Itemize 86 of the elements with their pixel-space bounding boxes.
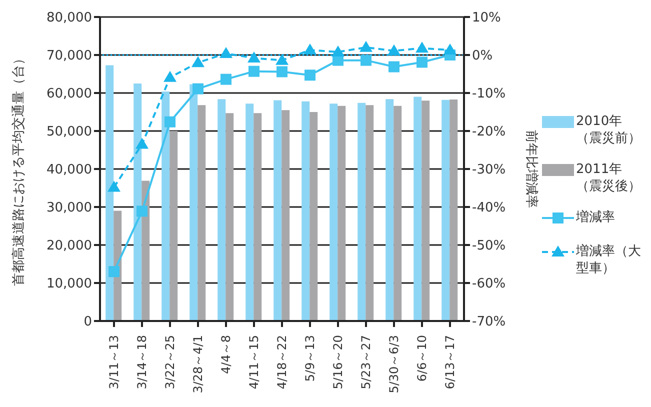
bar: [358, 102, 366, 321]
point: [248, 52, 260, 63]
legend-label: 増減率: [576, 209, 616, 226]
point: [388, 44, 400, 56]
bar: [246, 104, 254, 321]
bar: [170, 131, 178, 321]
point: [444, 44, 456, 55]
point: [248, 66, 260, 77]
legend-label: 増減率（大型車）: [576, 243, 642, 277]
point: [360, 54, 372, 66]
bar: [422, 100, 430, 321]
y2-tick-label: 0%: [472, 48, 493, 64]
bar: [162, 91, 170, 321]
point: [276, 66, 288, 78]
y2-tick-label: 10%: [472, 10, 501, 26]
y-tick-label: 70,000: [46, 48, 92, 64]
x-tick-label: 5/30～6/3: [387, 335, 401, 394]
bar: [254, 113, 262, 321]
x-tick-label: 3/14～18: [135, 335, 149, 390]
x-tick-label: 5/16～20: [331, 335, 345, 390]
x-tick-label: 6/6～10: [415, 335, 429, 382]
bar: [394, 106, 402, 321]
y2-tick-label: -70%: [472, 314, 506, 330]
bar: [274, 100, 282, 321]
x-tick-label: 5/23～27: [359, 335, 373, 390]
x-tick-label: 5/9～13: [303, 335, 317, 382]
bar: [142, 180, 150, 321]
y-tick-label: 0: [84, 314, 92, 330]
bar: [282, 110, 290, 321]
y-tick-label: 50,000: [46, 124, 92, 140]
y2-tick-label: -40%: [472, 200, 506, 216]
bar: [442, 100, 450, 321]
legend-label: 2010年（震災前）: [576, 113, 642, 147]
x-tick-label: 3/11～13: [107, 335, 121, 390]
bar: [330, 104, 338, 321]
x-tick-label: 4/18～22: [275, 335, 289, 390]
point: [220, 46, 232, 58]
y2-axis-title: 前年比増減率: [523, 130, 540, 208]
point: [108, 180, 120, 192]
y-tick-label: 20,000: [46, 238, 92, 254]
point: [304, 70, 316, 81]
bar: [134, 84, 142, 321]
x-tick-label: 3/28～4/1: [191, 335, 205, 394]
bar: [198, 105, 206, 321]
x-tick-label: 6/13～17: [443, 335, 457, 390]
y-tick-label: 60,000: [46, 86, 92, 102]
y2-tick-label: -50%: [472, 238, 506, 254]
bar: [386, 99, 394, 321]
bar: [366, 105, 374, 321]
point: [136, 206, 148, 217]
y2-tick-label: -30%: [472, 162, 506, 178]
point: [192, 56, 204, 68]
point: [416, 42, 428, 53]
point: [108, 266, 120, 278]
point: [192, 83, 204, 94]
bar: [450, 99, 458, 321]
y2-tick-label: -60%: [472, 276, 506, 292]
y-axis-title: 首都高速道路における平均交通量（台）: [10, 52, 27, 286]
bar: [190, 84, 198, 321]
bar: [218, 99, 226, 321]
y-tick-label: 30,000: [46, 200, 92, 216]
point: [276, 54, 288, 65]
y-tick-label: 10,000: [46, 276, 92, 292]
y2-tick-label: -20%: [472, 124, 506, 140]
legend-label: 2011年（震災後）: [576, 161, 642, 195]
y2-tick-label: -10%: [472, 86, 506, 102]
x-tick-label: 3/22～25: [163, 335, 177, 390]
bar: [106, 65, 114, 321]
point: [360, 40, 372, 52]
y-tick-label: 40,000: [46, 162, 92, 178]
point: [388, 61, 400, 72]
bar: [338, 106, 346, 321]
bar: [414, 96, 422, 321]
point: [164, 70, 176, 82]
point: [304, 44, 316, 55]
x-tick-label: 4/4～8: [219, 335, 233, 374]
x-tick-label: 4/11～15: [247, 335, 261, 390]
bar: [226, 113, 234, 321]
bar: [310, 112, 318, 321]
y-tick-label: 80,000: [46, 10, 92, 26]
point: [332, 45, 344, 56]
bar: [302, 101, 310, 321]
point: [220, 74, 232, 85]
point: [164, 116, 176, 128]
point: [136, 138, 148, 149]
point: [416, 56, 428, 68]
